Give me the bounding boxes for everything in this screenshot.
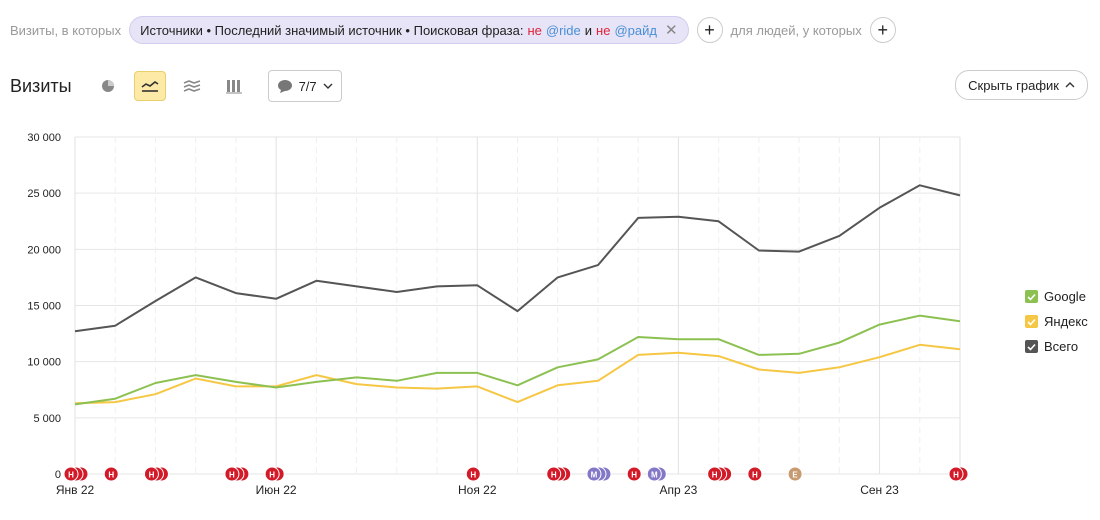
close-icon[interactable]: ✕ [664,22,678,39]
legend-item-total[interactable]: Всего [1025,334,1088,359]
area-chart-button[interactable] [176,71,208,101]
y-tick-label: 10 000 [27,357,61,369]
annotation-marker [264,466,280,482]
line-chart-button[interactable] [133,71,166,101]
annotation-marker-label: Н [953,471,959,480]
annotation-marker [546,466,562,482]
annotation-marker [465,466,481,482]
legend-label-total: Всего [1044,339,1079,354]
checkbox-google[interactable] [1025,290,1038,303]
annotation-marker-label: Н [269,471,275,480]
y-tick-label: 0 [55,469,61,481]
annotation-marker [626,466,642,482]
y-tick-label: 25 000 [27,188,61,200]
annotation-marker-label: Н [68,471,74,480]
annotation-marker-label: Е [792,471,798,480]
notes-dropdown[interactable]: 7/7 [267,70,342,102]
filter-chip-text: Источники • Последний значимый источник … [140,22,524,38]
x-tick-label: Апр 23 [659,483,697,497]
annotation-marker [787,466,803,482]
y-tick-label: 20 000 [27,244,61,256]
series-line-2 [74,184,961,333]
filter-not-1: не [527,22,542,38]
filter-keyword-2: @райд [614,22,657,38]
chart-legend: Google Яндекс Всего [1025,284,1088,359]
annotation-marker-label: Н [470,471,476,480]
annotation-marker [143,466,159,482]
annotation-marker [646,466,662,482]
filter-prefix: Визиты, в которых [10,22,122,38]
y-tick-label: 15 000 [27,301,61,313]
hide-chart-label: Скрыть график [968,77,1059,93]
pie-chart-icon [101,80,114,92]
comment-icon [277,80,292,93]
annotation-marker [224,466,240,482]
checkbox-total[interactable] [1025,340,1038,353]
y-tick-label: 30 000 [27,132,61,144]
filter-and: и [584,22,593,38]
add-people-filter-button[interactable]: + [869,17,896,43]
annotation-marker-label: М [591,471,598,480]
x-tick-label: Сен 23 [860,483,899,497]
filter-not-2: не [596,22,611,38]
x-tick-label: Ноя 22 [458,483,497,497]
annotation-marker-label: Н [108,471,114,480]
area-chart-icon [183,80,200,92]
x-tick-label: Янв 22 [56,483,95,497]
annotation-marker-label: Н [229,471,235,480]
annotation-marker [707,466,723,482]
bar-chart-icon [225,80,242,94]
annotation-marker-label: Н [551,471,557,480]
annotation-marker-label: Н [712,471,718,480]
chevron-up-icon [1065,82,1075,88]
hide-chart-button[interactable]: Скрыть график [955,70,1088,100]
x-tick-label: Июн 22 [256,483,297,497]
bar-chart-button[interactable] [218,71,250,101]
annotation-marker-label: Н [631,471,637,480]
annotation-marker-label: М [651,471,658,480]
chevron-down-icon [323,83,333,89]
y-tick-label: 5 000 [33,413,61,425]
legend-item-yandex[interactable]: Яндекс [1025,309,1088,334]
annotation-marker [63,466,79,482]
pie-chart-button[interactable] [92,71,124,101]
filter-chip[interactable]: Источники • Последний значимый источник … [129,16,689,44]
legend-item-google[interactable]: Google [1025,284,1088,309]
filter-keyword-1: @ride [545,22,581,38]
annotation-marker [586,466,602,482]
annotation-marker [103,466,119,482]
notes-count: 7/7 [298,78,317,94]
filter-bar: Визиты, в которых Источники • Последний … [10,16,896,44]
annotation-marker [747,466,763,482]
annotation-marker [948,466,964,482]
line-chart-icon [141,81,159,92]
series-line-1 [74,343,961,405]
chart-header: Визиты 7/7 [10,70,342,102]
annotation-marker-label: Н [752,471,758,480]
page-title: Визиты [10,75,72,96]
checkbox-yandex[interactable] [1025,315,1038,328]
series-line-0 [74,314,961,406]
add-filter-button[interactable]: + [696,17,723,43]
people-filter-label: для людей, у которых [730,22,862,38]
legend-label-google: Google [1044,289,1086,304]
legend-label-yandex: Яндекс [1044,314,1088,329]
annotation-marker-label: Н [149,471,155,480]
